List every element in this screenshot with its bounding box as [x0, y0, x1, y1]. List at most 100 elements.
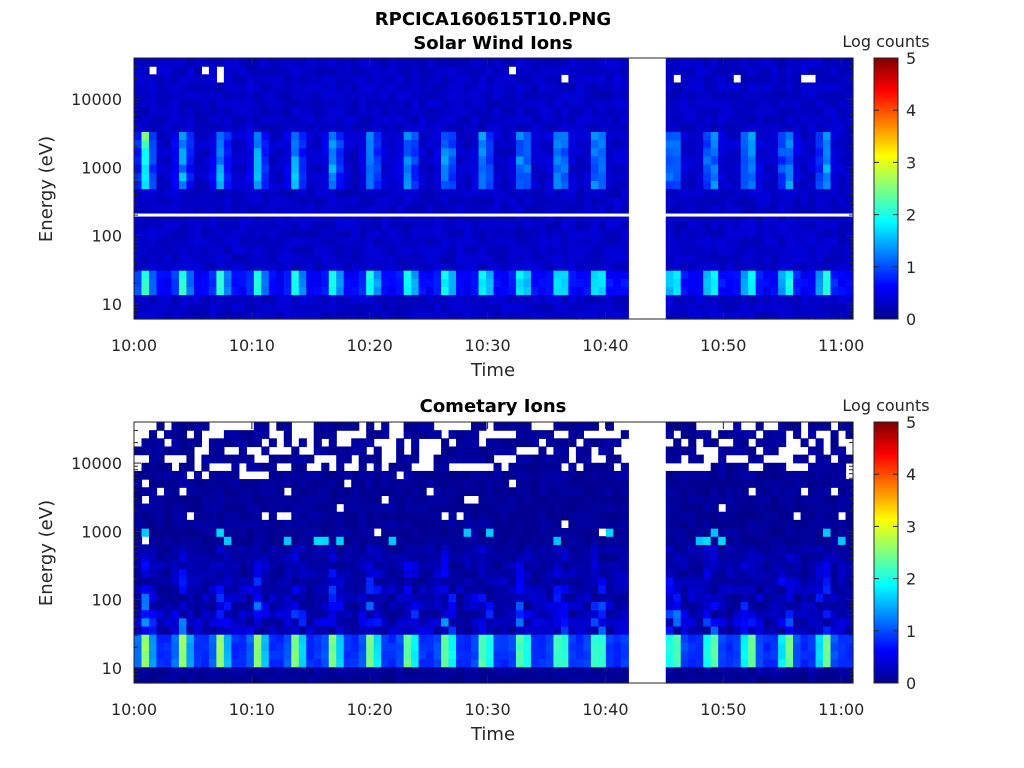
heatmap-cell [321, 617, 330, 627]
heatmap-cell [770, 66, 779, 75]
heatmap-cell [156, 237, 165, 247]
heatmap-cell [208, 495, 217, 505]
heatmap-cell [575, 278, 584, 287]
heatmap-cell [613, 634, 622, 643]
heatmap-cell [770, 253, 779, 263]
heatmap-cell [306, 212, 315, 222]
heatmap-cell [598, 511, 607, 521]
heatmap-cell [148, 617, 158, 627]
heatmap-cell [403, 674, 412, 684]
heatmap-cell [388, 617, 397, 627]
heatmap-cell [216, 585, 225, 594]
heatmap-cell [163, 90, 173, 100]
heatmap-cell [171, 147, 180, 157]
heatmap-cell [253, 625, 262, 635]
heatmap-cell [238, 90, 247, 100]
heatmap-cell [343, 650, 352, 660]
heatmap-cell [620, 658, 629, 668]
heatmap-cell [411, 511, 420, 521]
heatmap-cell [508, 286, 517, 296]
heatmap-cell [703, 302, 712, 312]
heatmap-cell [710, 229, 719, 239]
heatmap-cell [433, 560, 442, 570]
heatmap-cell [178, 617, 188, 627]
heatmap-cell [306, 270, 315, 279]
heatmap-cell [216, 487, 225, 497]
heatmap-cell [718, 106, 727, 116]
heatmap-cell [590, 212, 599, 222]
heatmap-cell [478, 66, 487, 75]
heatmap-cell [688, 245, 697, 255]
heatmap-cell [388, 204, 397, 214]
heatmap-cell [815, 155, 824, 165]
heatmap-cell [418, 286, 427, 296]
heatmap-cell [575, 528, 584, 537]
heatmap-cell [508, 674, 517, 684]
heatmap-cell [733, 310, 742, 320]
heatmap-cell [291, 666, 300, 676]
heatmap-cell [530, 585, 540, 594]
heatmap-cell [718, 261, 727, 271]
heatmap-cell [523, 617, 532, 627]
heatmap-cell [268, 139, 277, 149]
heatmap-cell [426, 503, 435, 513]
heatmap-cell [620, 90, 629, 100]
heatmap-cell [463, 438, 472, 448]
heatmap-cell [201, 479, 210, 488]
heatmap-cell [343, 221, 352, 230]
heatmap-cell [231, 115, 240, 124]
heatmap-cell [403, 278, 412, 287]
heatmap-cell [605, 212, 614, 222]
heatmap-cell [545, 487, 555, 497]
heatmap-cell [538, 196, 547, 206]
heatmap-cell [193, 155, 203, 165]
heatmap-cell [253, 261, 262, 271]
heatmap-cell [328, 58, 337, 67]
heatmap-cell [193, 519, 203, 529]
heatmap-cell [568, 536, 577, 545]
heatmap-cell [620, 253, 629, 263]
heatmap-cell [718, 123, 727, 133]
heatmap-cell [800, 164, 809, 173]
heatmap-cell [785, 237, 794, 247]
heatmap-cell [238, 270, 247, 279]
heatmap-cell [830, 90, 839, 100]
heatmap-cell [253, 90, 262, 100]
heatmap-cell [598, 310, 607, 320]
heatmap-cell [396, 454, 405, 464]
heatmap-cell [441, 212, 450, 222]
heatmap-cell [253, 609, 262, 619]
heatmap-cell [598, 576, 607, 586]
heatmap-cell [755, 90, 764, 100]
heatmap-cell [830, 74, 839, 84]
heatmap-cell [815, 123, 824, 133]
heatmap-cell [725, 278, 734, 287]
heatmap-cell [478, 568, 487, 578]
heatmap-cell [351, 98, 360, 108]
heatmap-cell [351, 180, 360, 190]
heatmap-cell [156, 495, 165, 505]
heatmap-cell [231, 552, 240, 562]
heatmap-cell [328, 237, 337, 247]
heatmap-cell [815, 172, 824, 181]
heatmap-cell [620, 66, 629, 75]
heatmap-cell [193, 253, 203, 263]
heatmap-cell [261, 560, 270, 570]
heatmap-cell [515, 164, 525, 173]
heatmap-cell [478, 180, 487, 190]
heatmap-cell [276, 270, 285, 279]
heatmap-cell [785, 270, 794, 279]
heatmap-cell [463, 261, 472, 271]
heatmap-cell [291, 601, 300, 611]
heatmap-cell [448, 131, 457, 141]
heatmap-cell [418, 74, 427, 84]
heatmap-cell [358, 90, 367, 100]
heatmap-cell [486, 310, 495, 320]
heatmap-cell [695, 180, 704, 190]
heatmap-cell [725, 261, 734, 271]
heatmap-cell [163, 568, 173, 578]
heatmap-cell [486, 552, 495, 562]
heatmap-cell [403, 164, 412, 173]
heatmap-cell [343, 98, 352, 108]
heatmap-cell [740, 139, 749, 149]
